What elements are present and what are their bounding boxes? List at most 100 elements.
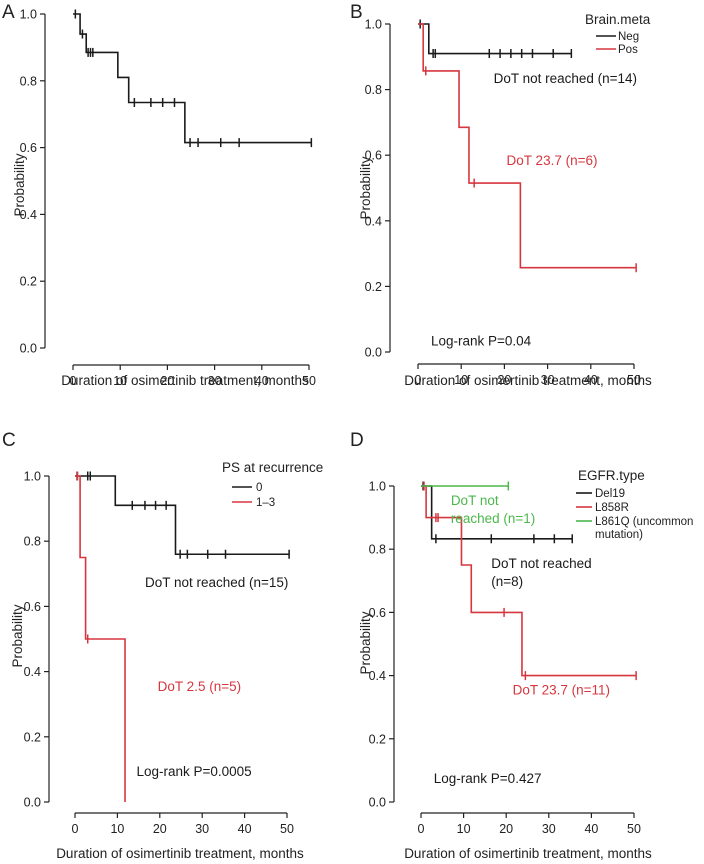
y-tick-label: 0.2 bbox=[20, 275, 37, 289]
y-tick-label: 0.0 bbox=[369, 796, 386, 810]
x-tick-label: 50 bbox=[627, 373, 641, 387]
panel-b: B 0.0 0.2 0.4 0.6 0.8 1.0 0 10 20 30 40 50 Duratio… bbox=[350, 2, 652, 388]
curves-c bbox=[75, 471, 290, 802]
annotation-text: Log-rank P=0.04 bbox=[431, 333, 532, 348]
x-tick-label: 20 bbox=[499, 822, 513, 836]
x-axis-c: 0 10 20 30 40 50 bbox=[72, 812, 294, 836]
panel-letter-b: B bbox=[350, 2, 363, 23]
y-tick-label: 1.0 bbox=[369, 480, 386, 494]
x-tick-label: 20 bbox=[160, 374, 174, 388]
legend-d: EGFR.type Del19 L858R L861Q (uncommon mut… bbox=[576, 468, 693, 541]
curves-b bbox=[418, 19, 637, 273]
legend-label-del19: Del19 bbox=[595, 488, 625, 500]
annotations-c: DoT not reached (n=15) DoT 2.5 (n=5) Log-r… bbox=[136, 575, 288, 779]
x-tick-label: 40 bbox=[584, 373, 598, 387]
y-axis-c: 0.0 0.2 0.4 0.6 0.8 1.0 bbox=[24, 470, 50, 810]
x-tick-label: 50 bbox=[627, 822, 641, 836]
y-axis-label-c: Probability bbox=[10, 604, 25, 667]
legend-label-l858r: L858R bbox=[595, 502, 629, 514]
x-axis-label-d: Duration of osimertinib treatment, month… bbox=[404, 846, 652, 861]
x-tick-label: 0 bbox=[418, 822, 425, 836]
x-axis-d: 0 10 20 30 40 50 bbox=[418, 812, 641, 836]
km-curve-1–3 bbox=[75, 475, 126, 802]
x-tick-label: 40 bbox=[584, 822, 598, 836]
legend-label-pos: Pos bbox=[618, 44, 638, 56]
km-curve-neg bbox=[418, 23, 572, 55]
x-tick-label: 50 bbox=[280, 822, 294, 836]
y-tick-label: 1.0 bbox=[24, 470, 41, 484]
x-tick-label: 10 bbox=[457, 822, 471, 836]
x-tick-label: 30 bbox=[208, 374, 222, 388]
x-tick-label: 20 bbox=[497, 373, 511, 387]
panel-letter-c: C bbox=[2, 430, 16, 451]
y-tick-label: 0.8 bbox=[20, 74, 37, 88]
y-axis-label-b: Probability bbox=[358, 156, 373, 219]
annotations-d: DoT not reached (n=8) DoT 23.7 (n=11) DoT n… bbox=[434, 493, 610, 786]
legend-b: Brain.meta Neg Pos bbox=[585, 12, 651, 56]
legend-label-ps13: 1–3 bbox=[256, 497, 275, 509]
annotation-text: DoT 23.7 (n=11) bbox=[513, 683, 610, 698]
curves-a bbox=[73, 9, 313, 148]
y-tick-label: 0.8 bbox=[369, 543, 386, 557]
x-tick-label: 30 bbox=[542, 822, 556, 836]
annotations-b: DoT not reached (n=14) DoT 23.7 (n=6) Log-… bbox=[431, 71, 637, 348]
y-axis-label-a: Probability bbox=[12, 153, 27, 216]
annotation-text: Log-rank P=0.427 bbox=[434, 771, 542, 786]
x-tick-label: 0 bbox=[72, 822, 79, 836]
x-axis-label-a: Duration of osimertinib treatment, month… bbox=[61, 373, 309, 388]
x-tick-label: 0 bbox=[415, 373, 422, 387]
y-axis-b: 0.0 0.2 0.4 0.6 0.8 1.0 bbox=[365, 18, 391, 360]
y-tick-label: 0.6 bbox=[24, 600, 41, 614]
x-tick-label: 10 bbox=[454, 373, 468, 387]
y-axis-label-d: Probability bbox=[358, 611, 373, 674]
panel-c: C 0.0 0.2 0.4 0.6 0.8 1.0 0 10 20 30 40 50 Duratio… bbox=[2, 430, 323, 861]
x-tick-label: 30 bbox=[195, 822, 209, 836]
x-tick-label: 30 bbox=[541, 373, 555, 387]
annotation-text: DoT 2.5 (n=5) bbox=[158, 679, 241, 694]
y-tick-label: 0.2 bbox=[369, 732, 386, 746]
legend-title-d: EGFR.type bbox=[578, 468, 645, 483]
annotation-text: DoT not reached (n=14) bbox=[494, 71, 637, 86]
panel-a: A 0.0 0.2 0.4 0.6 0.8 1.0 0 10 20 30 40 50 Duratio… bbox=[2, 2, 316, 388]
x-axis-b: 0 10 20 30 40 50 bbox=[415, 363, 641, 387]
annotation-text: Log-rank P=0.0005 bbox=[136, 764, 251, 779]
annotation-text: DoT not reached (n=8) bbox=[491, 556, 591, 589]
legend-c: PS at recurrence 0 1–3 bbox=[222, 460, 323, 509]
y-tick-label: 0.4 bbox=[365, 214, 382, 228]
y-axis-d: 0.0 0.2 0.4 0.6 0.8 1.0 bbox=[369, 480, 395, 810]
y-tick-label: 0.6 bbox=[20, 141, 37, 155]
panel-letter-a: A bbox=[2, 2, 15, 23]
y-tick-label: 0.2 bbox=[365, 280, 382, 294]
curves-d bbox=[421, 481, 637, 681]
legend-title-b: Brain.meta bbox=[585, 12, 651, 27]
panel-letter-d: D bbox=[350, 430, 364, 451]
y-tick-label: 1.0 bbox=[20, 8, 37, 22]
y-tick-label: 0.8 bbox=[24, 535, 41, 549]
annotation-text: DoT not reached (n=1) bbox=[451, 493, 535, 526]
y-tick-label: 0.4 bbox=[24, 665, 41, 679]
x-tick-label: 0 bbox=[70, 374, 77, 388]
y-tick-label: 0.0 bbox=[20, 342, 37, 356]
y-axis-a: 0.0 0.2 0.4 0.6 0.8 1.0 bbox=[20, 8, 46, 356]
x-tick-label: 50 bbox=[302, 374, 316, 388]
y-tick-label: 0.6 bbox=[369, 606, 386, 620]
annotation-text: DoT 23.7 (n=6) bbox=[507, 153, 598, 168]
x-tick-label: 40 bbox=[255, 374, 269, 388]
y-tick-label: 0.0 bbox=[24, 796, 41, 810]
x-axis-a: 0 10 20 30 40 50 bbox=[70, 364, 316, 388]
km-curve-pos bbox=[418, 23, 637, 269]
y-tick-label: 0.4 bbox=[369, 669, 386, 683]
legend-title-c: PS at recurrence bbox=[222, 460, 323, 475]
x-tick-label: 10 bbox=[113, 374, 127, 388]
y-tick-label: 0.4 bbox=[20, 208, 37, 222]
x-axis-label-c: Duration of osimertinib treatment, month… bbox=[56, 846, 304, 861]
y-tick-label: 0.8 bbox=[365, 83, 382, 97]
legend-label-neg: Neg bbox=[618, 31, 639, 43]
annotation-text: DoT not reached (n=15) bbox=[145, 575, 288, 590]
km-curve-all bbox=[73, 13, 312, 144]
km-curve-l858r bbox=[421, 485, 637, 677]
x-axis-label-b: Duration of osimertinib treatment, month… bbox=[404, 373, 652, 388]
y-tick-label: 0.0 bbox=[365, 346, 382, 360]
y-tick-label: 1.0 bbox=[365, 18, 382, 32]
legend-label-ps0: 0 bbox=[256, 482, 262, 494]
